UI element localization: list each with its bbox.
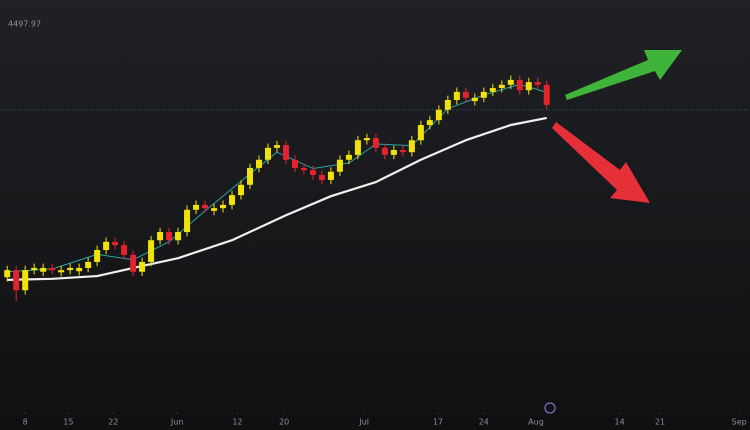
candle-body — [211, 208, 218, 211]
x-tick-label: 14 — [615, 418, 625, 427]
candle-body — [112, 241, 119, 246]
candle-body — [22, 270, 29, 291]
candle-body — [85, 261, 92, 268]
plot — [0, 75, 750, 414]
candle-body — [94, 250, 101, 262]
x-tick-label: Aug — [528, 418, 544, 427]
candle-body — [49, 267, 56, 271]
candle-body — [76, 267, 83, 272]
up-arrow — [565, 50, 682, 100]
candle-body — [291, 159, 298, 168]
candle-body — [130, 254, 137, 272]
candle-body — [247, 167, 253, 185]
candle-body — [273, 145, 280, 148]
candle-body — [381, 147, 388, 155]
candle-body — [264, 147, 271, 160]
candle-body — [166, 232, 173, 241]
candle-body — [13, 270, 20, 291]
candle-body — [175, 232, 182, 241]
x-tick-label: 15 — [63, 418, 73, 427]
event-icon[interactable] — [544, 402, 556, 414]
moving-average — [7, 116, 547, 281]
candle-body — [282, 145, 289, 160]
candle-body — [399, 150, 406, 153]
candle-body — [498, 84, 505, 89]
candle-body — [507, 79, 514, 85]
candle-body — [408, 140, 415, 153]
candle-body — [327, 171, 334, 180]
candle-body — [255, 159, 262, 168]
candle-body — [336, 159, 343, 172]
down-arrow — [552, 122, 650, 203]
price-value: 4497.97 — [8, 20, 41, 29]
candle-body — [444, 100, 451, 110]
candle-body — [435, 109, 442, 121]
x-tick-label: Jul — [358, 418, 369, 427]
candle-body — [345, 154, 352, 160]
x-tick-label: 17 — [433, 418, 443, 427]
x-tick-label: 8 — [23, 418, 28, 427]
candle-body — [462, 91, 469, 98]
candle-body — [31, 267, 38, 271]
candle-body — [480, 91, 487, 98]
candle-body — [40, 267, 47, 272]
candle-body — [471, 97, 478, 102]
candle-body — [103, 241, 110, 250]
candle-body — [184, 209, 191, 233]
x-tick-label: Jun — [170, 418, 184, 427]
candle-body — [525, 82, 532, 91]
candle-body — [489, 88, 496, 92]
candle-body — [354, 140, 361, 155]
candle-body — [543, 84, 550, 105]
candle-body — [426, 120, 433, 125]
candle-body — [390, 150, 397, 155]
candle-body — [309, 170, 316, 175]
candle-body — [229, 195, 236, 205]
candle-body — [67, 267, 74, 271]
candle-body — [202, 204, 209, 209]
candle-body — [417, 125, 424, 141]
candle-body — [148, 240, 155, 262]
x-tick-label: 21 — [655, 418, 665, 427]
candle-body — [121, 245, 128, 255]
candle-body — [372, 138, 379, 148]
candle-body — [139, 261, 146, 272]
candle-body — [58, 270, 65, 273]
candle-body — [157, 232, 164, 241]
candle-body — [318, 175, 325, 180]
candle-body — [534, 82, 541, 85]
candle-body — [453, 91, 460, 100]
candle-body — [363, 138, 370, 141]
candle-body — [300, 167, 307, 171]
x-tick-label: Sep — [732, 418, 747, 427]
x-tick-label: 12 — [232, 418, 242, 427]
candle-body — [4, 270, 11, 278]
candle-body — [238, 184, 245, 196]
x-tick-label: 20 — [279, 418, 289, 427]
candle-body — [516, 79, 523, 91]
x-tick-label: 24 — [479, 418, 489, 427]
candle-body — [220, 204, 227, 209]
x-tick-label: 22 — [108, 418, 118, 427]
candle-body — [193, 204, 200, 210]
